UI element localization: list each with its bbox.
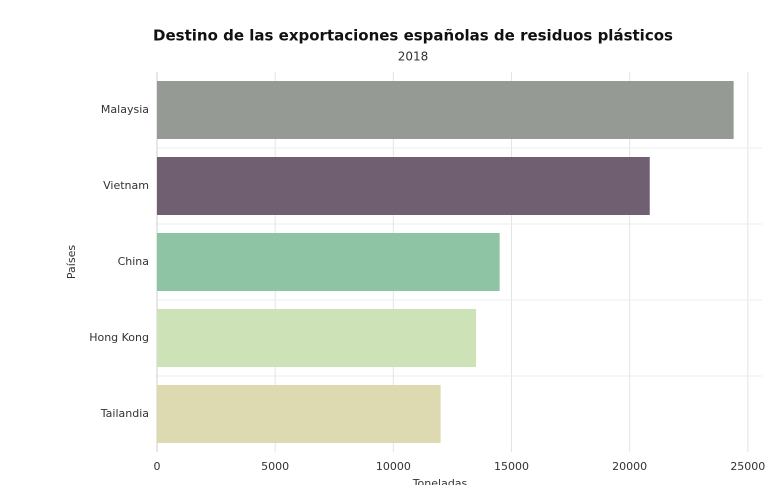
y-tick-label: Malaysia	[101, 103, 149, 116]
bar	[157, 157, 650, 215]
x-tick-label: 25000	[730, 460, 765, 473]
x-axis-label: Toneladas	[412, 477, 468, 485]
bar	[157, 385, 441, 443]
y-axis-label: Países	[65, 245, 78, 279]
x-tick-label: 20000	[612, 460, 647, 473]
bar	[157, 81, 734, 139]
bar	[157, 309, 477, 367]
chart-title: Destino de las exportaciones españolas d…	[153, 27, 673, 45]
x-tick-label: 5000	[261, 460, 289, 473]
x-tick-label: 0	[154, 460, 161, 473]
bar	[157, 233, 500, 291]
y-tick-label: Tailandia	[100, 407, 149, 420]
y-tick-label: Hong Kong	[89, 331, 149, 344]
y-tick-label: China	[118, 255, 149, 268]
y-tick-label: Vietnam	[103, 179, 149, 192]
chart-subtitle: 2018	[398, 50, 429, 64]
x-tick-label: 15000	[494, 460, 529, 473]
x-tick-label: 10000	[376, 460, 411, 473]
